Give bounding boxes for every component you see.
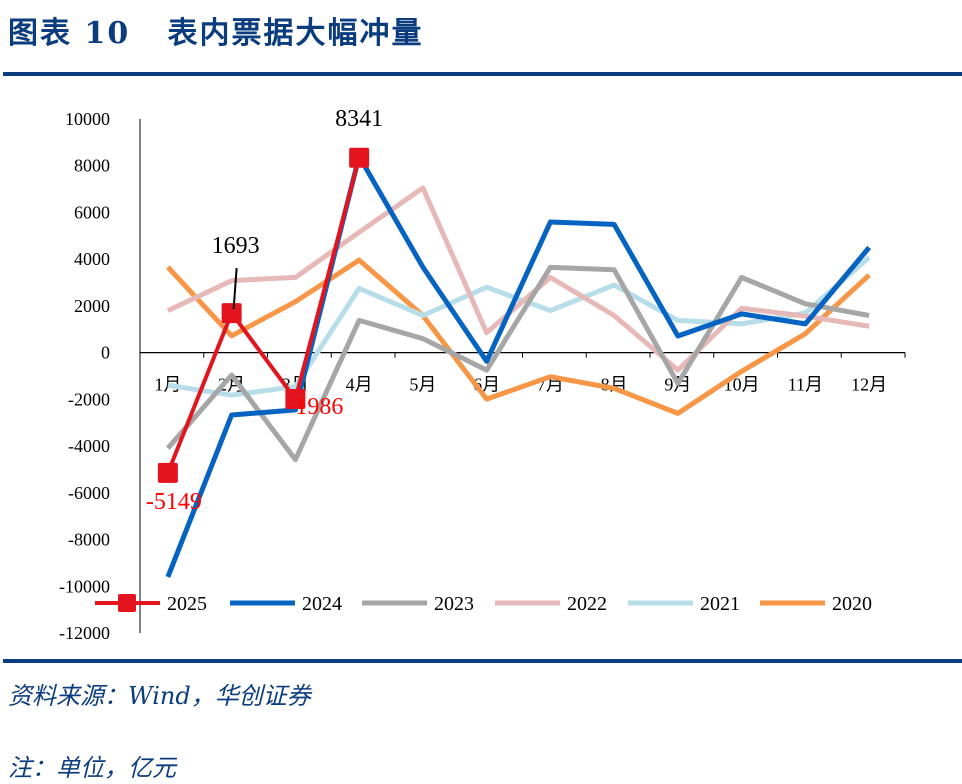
y-tick-label: 0 [101,343,110,363]
y-tick-label: 2000 [74,296,110,316]
series-line-2025 [166,157,362,474]
y-tick-label: -8000 [68,530,110,550]
legend-label-2023: 2023 [434,593,474,615]
y-tick-label: 10000 [65,109,110,129]
figure-title: 图表 10 表内票据大幅冲量 [8,16,424,51]
source-text: 资料来源：Wind，华创证券 [8,682,311,710]
leader-line [232,268,238,310]
y-tick-label: -2000 [68,389,110,409]
data-label: -5149 [146,489,202,515]
legend-label-2020: 2020 [832,593,872,615]
y-tick-label: 8000 [74,156,110,176]
legend-label-2022: 2022 [567,593,607,615]
line-chart: 10000 8000 6000 4000 2000 0 -2000 -4000 -6000 -80… [59,106,906,643]
legend-label-2021: 2021 [700,593,740,615]
x-tick-label: 5月 [409,375,436,395]
y-tick-label: 4000 [74,249,110,269]
x-tick-label: 1月 [154,375,181,395]
data-point-2025 [349,147,370,168]
legend-label-2024: 2024 [302,593,342,615]
x-tick-label: 4月 [346,375,373,395]
top-rule [3,72,962,76]
note-text: 注：单位，亿元 [8,754,176,782]
y-tick-label: -10000 [59,576,110,596]
data-point-2025 [157,462,178,483]
data-label: 8341 [335,106,383,132]
data-point-2025 [285,389,306,410]
y-tick-label: -4000 [68,436,110,456]
data-point-2025 [221,303,242,324]
series-line-2022 [166,185,870,373]
series-line-2023 [165,264,870,463]
data-label: -1986 [287,394,343,420]
y-tick-label: -6000 [68,483,110,503]
series-line-2024 [165,153,872,578]
legend-label-2025: 2025 [167,593,207,615]
series-line-2020 [166,257,871,416]
y-tick-label: -12000 [59,623,110,643]
legend-marker-2025 [118,594,136,612]
bottom-rule [3,659,962,663]
x-tick-label: 12月 [851,375,887,395]
y-tick-label: 6000 [74,202,110,222]
data-label: 1693 [212,233,260,259]
x-tick-label: 11月 [788,375,823,395]
